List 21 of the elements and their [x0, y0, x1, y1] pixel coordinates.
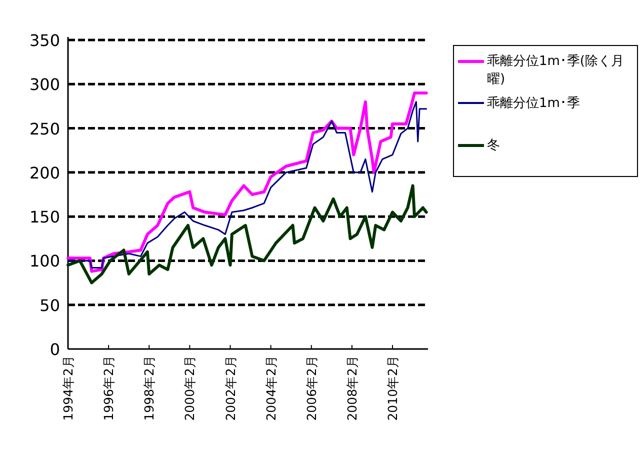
x-tick-label: 1996年2月	[101, 355, 116, 421]
line-series	[66, 184, 428, 284]
y-tick-label: 350	[29, 31, 60, 50]
y-tick-label: 300	[29, 75, 60, 94]
x-tick-label: 2008年2月	[344, 355, 360, 421]
x-tick-label: 1994年2月	[60, 355, 76, 421]
x-tick-label: 2002年2月	[222, 355, 238, 421]
x-tick-label: 2010年2月	[385, 355, 400, 421]
y-tick-label: 0	[50, 340, 60, 359]
y-tick-label: 150	[29, 208, 60, 227]
x-tick-label: 2006年2月	[304, 355, 319, 421]
y-tick-label: 250	[29, 119, 60, 138]
x-tick-label: 2004年2月	[263, 355, 278, 421]
y-tick-label: 200	[29, 163, 60, 182]
legend-label: 乖離分位1m･季(除く月曜)	[487, 53, 626, 88]
legend-label: 冬	[487, 137, 500, 154]
x-tick-label: 1998年2月	[142, 355, 157, 421]
legend-label: 乖離分位1m･季	[487, 95, 580, 112]
x-tick-label: 2000年2月	[182, 355, 198, 421]
y-tick-label: 50	[40, 296, 60, 315]
y-tick-label: 100	[29, 252, 60, 271]
